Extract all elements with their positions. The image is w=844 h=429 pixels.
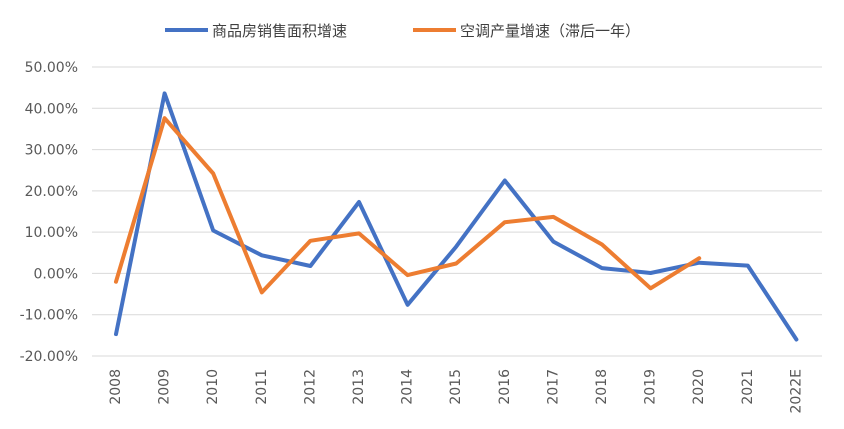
x-tick-label: 2011 bbox=[254, 369, 270, 405]
x-tick-label: 2014 bbox=[400, 369, 416, 405]
y-tick-label: 0.00% bbox=[34, 266, 78, 282]
y-tick-label: 50.00% bbox=[25, 60, 78, 76]
legend-label-sales-area: 商品房销售面积增速 bbox=[212, 22, 347, 40]
x-tick-label: 2008 bbox=[108, 369, 124, 405]
x-tick-label: 2017 bbox=[545, 369, 561, 405]
series-line-1 bbox=[114, 116, 702, 295]
x-tick-label: 2012 bbox=[302, 369, 318, 405]
y-tick-label: 20.00% bbox=[25, 184, 78, 200]
y-tick-label: 10.00% bbox=[25, 225, 78, 241]
x-tick-label: 2022E bbox=[788, 369, 804, 413]
legend-label-ac-output: 空调产量增速（滞后一年） bbox=[460, 22, 640, 40]
x-tick-label: 2013 bbox=[351, 369, 367, 405]
legend: 商品房销售面积增速 空调产量增速（滞后一年） bbox=[165, 22, 640, 40]
x-tick-label: 2018 bbox=[594, 369, 610, 405]
x-axis-tick-labels: 2008 2009 2010 2011 2012 2013 2014 2015 2016 2017… bbox=[108, 369, 804, 414]
y-axis-tick-labels: -20.00% -10.00% 0.00% 10.00% 20.00% 30.00% 40.… bbox=[20, 60, 78, 365]
y-tick-label: -20.00% bbox=[20, 349, 78, 365]
series-line-0 bbox=[114, 91, 799, 342]
y-tick-label: -10.00% bbox=[20, 308, 78, 324]
x-tick-label: 2019 bbox=[643, 369, 659, 405]
gridlines bbox=[92, 66, 822, 357]
y-tick-label: 30.00% bbox=[25, 143, 78, 159]
x-tick-label: 2009 bbox=[157, 369, 173, 405]
x-tick-label: 2015 bbox=[448, 369, 464, 405]
y-tick-label: 40.00% bbox=[25, 101, 78, 117]
x-tick-label: 2010 bbox=[205, 369, 221, 405]
series-lines bbox=[114, 91, 799, 342]
x-tick-label: 2020 bbox=[691, 369, 707, 405]
x-tick-label: 2016 bbox=[497, 369, 513, 405]
x-tick-label: 2021 bbox=[740, 369, 756, 405]
